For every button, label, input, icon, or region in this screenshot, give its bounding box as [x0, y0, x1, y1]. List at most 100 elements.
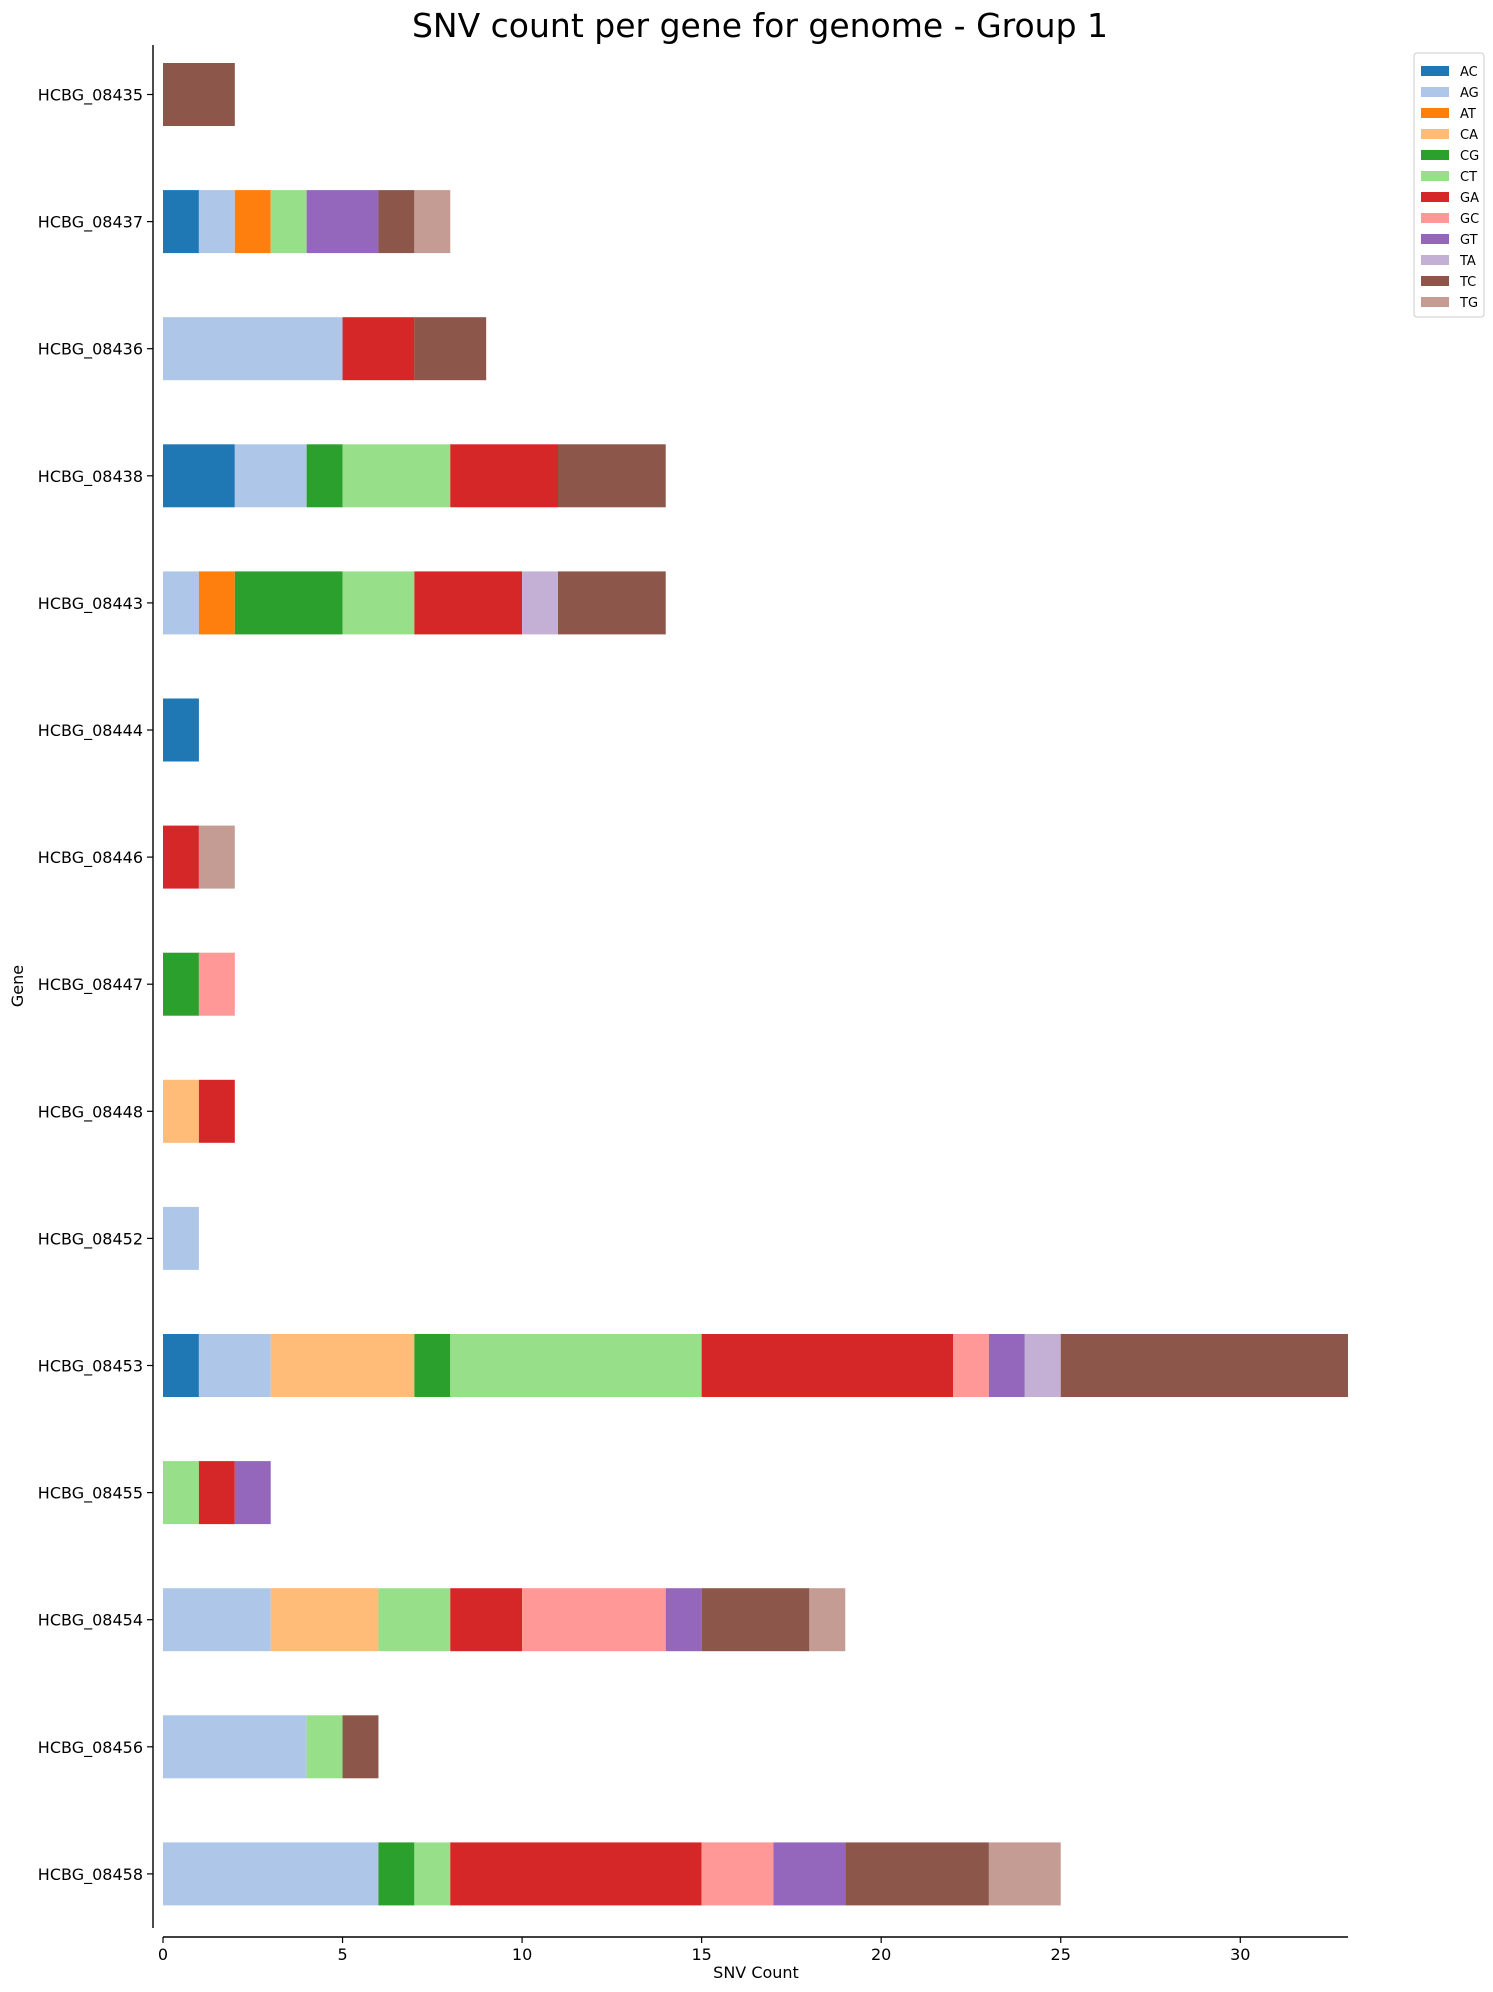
x-tick-label: 25	[1051, 1945, 1071, 1964]
y-tick-label: HCBG_08446	[38, 848, 143, 868]
bar-segment	[163, 1461, 199, 1525]
bar-segment	[163, 1206, 199, 1270]
y-tick-label: HCBG_08455	[38, 1484, 143, 1504]
y-tick-label: HCBG_08453	[38, 1357, 143, 1377]
legend-box	[1413, 52, 1485, 318]
legend-swatch	[1421, 276, 1449, 286]
legend-swatch	[1421, 108, 1449, 118]
bar-segment	[378, 1588, 451, 1652]
bar-segment	[378, 190, 415, 254]
bar-segment	[414, 317, 487, 381]
bar-segment	[522, 1588, 666, 1652]
bar-segment	[198, 1079, 235, 1143]
legend-swatch	[1421, 150, 1449, 160]
bar-segment	[306, 190, 379, 254]
bar-segment	[953, 1334, 989, 1397]
bar-segment	[665, 1588, 702, 1652]
bar-segment	[558, 444, 666, 508]
legend: AC AG AT CA CG CT GA GC GT TA TC TG	[1413, 52, 1485, 318]
bar-segment	[342, 571, 415, 635]
legend-label: TA	[1459, 254, 1476, 269]
bar-segment	[1060, 1334, 1348, 1397]
bar-segment	[270, 1334, 415, 1397]
bar-segment	[234, 444, 307, 508]
y-tick-label: HCBG_08443	[38, 594, 143, 614]
legend-label: AT	[1460, 107, 1476, 122]
x-tick-label: 0	[158, 1945, 168, 1964]
bar-segment	[306, 444, 343, 508]
bar-segment	[988, 1842, 1061, 1906]
x-tick-label: 20	[871, 1945, 891, 1964]
bar-segment	[522, 571, 558, 635]
bar-segment	[306, 1715, 343, 1779]
legend-swatch	[1421, 192, 1449, 202]
y-tick-label: HCBG_08447	[38, 975, 143, 995]
bar-segment	[198, 952, 235, 1016]
bar-segment	[163, 825, 199, 889]
y-axis-label: Gene	[8, 965, 27, 1007]
legend-label: CG	[1460, 149, 1479, 164]
x-tick-label: 5	[337, 1945, 347, 1964]
legend-label: GA	[1460, 191, 1479, 206]
legend-label: CT	[1460, 170, 1477, 185]
y-tick-label: HCBG_08456	[38, 1738, 143, 1758]
bar-segment	[234, 1461, 271, 1525]
legend-swatch	[1421, 213, 1449, 223]
bar-segment	[270, 1588, 379, 1652]
bar-segment	[845, 1842, 989, 1906]
y-tick-label: HCBG_08452	[38, 1229, 143, 1249]
legend-swatch	[1421, 234, 1449, 244]
bar-segment	[701, 1842, 774, 1906]
chart-title: SNV count per gene for genome - Group 1	[412, 6, 1108, 45]
bar-segment	[701, 1334, 953, 1397]
bar-segment	[450, 1842, 702, 1906]
legend-swatch	[1421, 66, 1449, 76]
x-tick-label: 10	[512, 1945, 532, 1964]
y-tick-label: HCBG_08436	[38, 340, 143, 360]
legend-label: CA	[1460, 128, 1478, 143]
bar-segment	[378, 1842, 415, 1906]
bar-segment	[163, 63, 235, 126]
legend-label: AG	[1460, 86, 1479, 101]
legend-swatch	[1421, 297, 1449, 307]
legend-label: TG	[1459, 296, 1478, 311]
y-tick-label: HCBG_08438	[38, 467, 143, 487]
y-tick-label: HCBG_08437	[38, 213, 143, 233]
bar-segment	[198, 825, 235, 889]
bar-segment	[234, 571, 343, 635]
bar-segment	[198, 190, 235, 254]
bar-segment	[163, 444, 235, 508]
bar-segment	[342, 444, 451, 508]
bar-segment	[198, 571, 235, 635]
bar-segment	[198, 1334, 271, 1397]
bar-segment	[450, 1334, 702, 1397]
bar-segment	[163, 1334, 199, 1397]
bar-segment	[163, 952, 199, 1016]
bar-segment	[414, 571, 523, 635]
bar-segment	[450, 1588, 523, 1652]
bar-segment	[163, 1588, 271, 1652]
bar-segment	[342, 317, 415, 381]
legend-label: GT	[1460, 233, 1478, 248]
legend-swatch	[1421, 255, 1449, 265]
bar-segment	[342, 1715, 379, 1779]
bar-segment	[809, 1588, 846, 1652]
bar-segment	[163, 698, 199, 762]
bar-segment	[701, 1588, 810, 1652]
x-axis: 0 5 10 15 20 25 30	[158, 1936, 1348, 1964]
legend-swatch	[1421, 171, 1449, 181]
bar-segment	[450, 444, 558, 508]
x-tick-label: 30	[1230, 1945, 1250, 1964]
y-tick-label: HCBG_08444	[38, 721, 143, 741]
x-axis-label: SNV Count	[713, 1963, 799, 1982]
bar-segment	[163, 571, 199, 635]
y-tick-label: HCBG_08458	[38, 1865, 143, 1885]
bar-segment	[414, 1842, 451, 1906]
y-tick-label: HCBG_08448	[38, 1102, 143, 1122]
bar-segment	[558, 571, 666, 635]
bar-segment	[163, 317, 343, 381]
legend-label: GC	[1460, 212, 1479, 227]
bar-segment	[414, 190, 451, 254]
y-tick-label: HCBG_08454	[38, 1611, 143, 1631]
